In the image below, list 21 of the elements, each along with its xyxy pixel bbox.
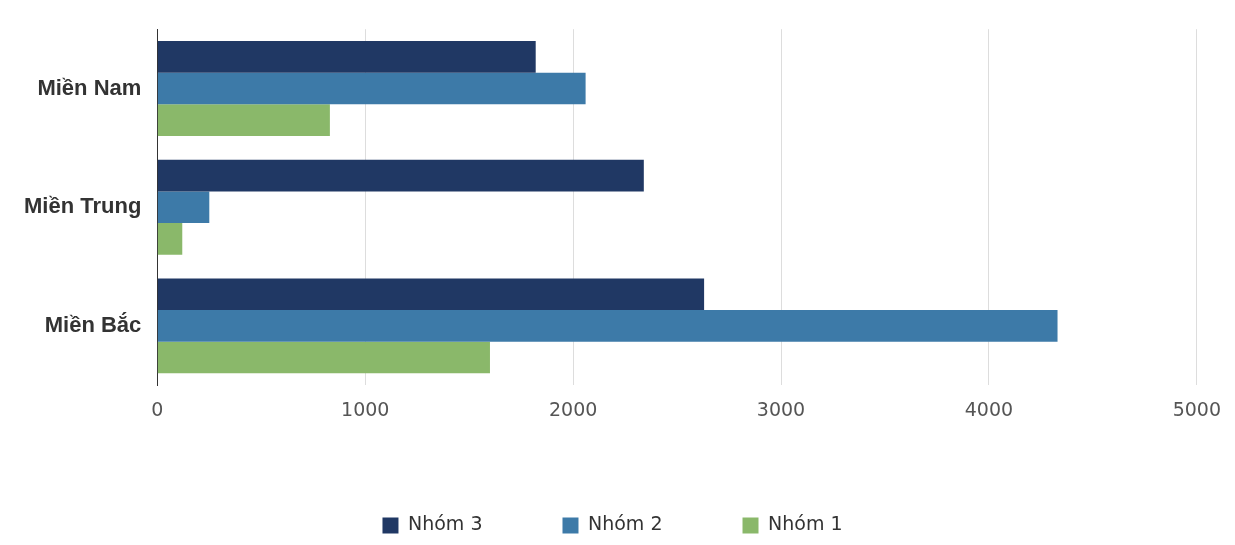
bar [157,159,644,192]
x-tick-label: 4000 [964,397,1014,420]
bar [157,223,183,255]
x-tick-label: 3000 [756,397,806,420]
bar [157,41,536,73]
bar [157,104,330,136]
bar [157,341,490,374]
x-tick-label: 5000 [1172,397,1221,420]
bar [157,278,705,311]
x-tick-label: 2000 [548,397,598,420]
y-tick-label: Miền Nam [37,74,142,100]
y-tick-label: Miền Bắc [44,311,142,337]
y-tick-label: Miền Trung [24,193,142,219]
legend-label: Nhóm 2 [587,512,663,535]
bar [157,72,586,105]
x-tick-label: 0 [151,397,164,420]
bar [157,191,210,224]
legend-label: Nhóm 3 [407,512,483,535]
x-tick-label: 1000 [341,397,390,420]
legend-label: Nhóm 1 [768,512,843,535]
bar [157,310,1058,342]
